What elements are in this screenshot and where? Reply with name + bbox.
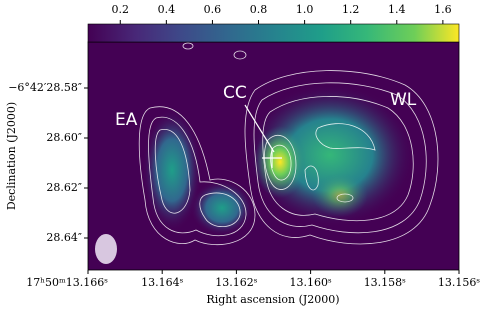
x-tick-label: 17ʰ50ᵐ13.166ˢ	[26, 276, 108, 289]
x-tick-label: 13.164ˢ	[141, 276, 183, 289]
annotation: EA	[115, 110, 138, 130]
x-tick-label: 13.160ˢ	[289, 276, 331, 289]
colorbar-tick-label: 0.2	[112, 3, 130, 16]
colorbar-tick-label: 1.0	[296, 3, 314, 16]
x-tick-label: 13.162ˢ	[215, 276, 257, 289]
beam	[95, 234, 117, 264]
y-axis-title: Declination (J2000)	[5, 102, 18, 210]
annotation: CC	[223, 83, 247, 103]
colorbar-tick-label: 0.6	[204, 3, 222, 16]
x-axis-title: Right ascension (J2000)	[206, 293, 339, 306]
colorbar-tick-label: 0.8	[250, 3, 268, 16]
map	[88, 42, 459, 270]
pointer	[244, 104, 275, 153]
annotation: WL	[390, 90, 417, 110]
x-tick-label: 13.156ˢ	[438, 276, 480, 289]
colorbar	[87, 23, 460, 43]
x-tick-label: 13.158ˢ	[364, 276, 406, 289]
colorbar-tick-label: 0.4	[158, 3, 176, 16]
colorbar-tick-label: 1.2	[342, 3, 360, 16]
colorbar-tick-label: 1.4	[388, 3, 406, 16]
contours	[138, 42, 439, 246]
y-tick-label: 28.64″	[46, 231, 82, 244]
y-tick-label: 28.60″	[46, 131, 82, 144]
colorbar-tick-label: 1.6	[434, 3, 452, 16]
y-tick-label: 28.62″	[46, 181, 82, 194]
y-tick-label: −6°42′28.58″	[8, 81, 82, 94]
